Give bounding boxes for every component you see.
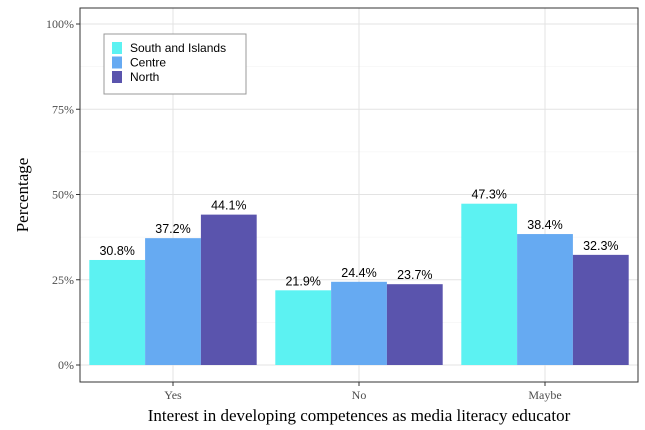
- bar: [89, 259, 146, 365]
- bar: [461, 203, 518, 365]
- bar: [275, 290, 332, 365]
- x-axis: Yes No Maybe: [164, 382, 562, 402]
- bar: [386, 284, 443, 365]
- bar: [331, 281, 387, 365]
- data-label: 24.4%: [341, 266, 376, 280]
- y-axis: 0% 25% 50% 75% 100%: [46, 17, 80, 372]
- y-tick-label: 25%: [52, 273, 74, 287]
- x-tick-label: Maybe: [528, 388, 561, 402]
- x-tick-label: Yes: [164, 388, 182, 402]
- y-axis-title: Percentage: [13, 158, 32, 233]
- legend-label: North: [130, 70, 159, 84]
- legend-label: Centre: [130, 56, 166, 70]
- data-label: 21.9%: [285, 274, 320, 288]
- x-axis-title: Interest in developing competences as me…: [148, 406, 571, 425]
- data-labels: 30.8% 21.9% 47.3% 37.2% 24.4% 38.4% 44.1% 23.7%…: [99, 188, 618, 289]
- bar: [200, 214, 257, 365]
- data-label: 37.2%: [155, 222, 190, 236]
- y-tick-label: 50%: [52, 188, 74, 202]
- data-label: 44.1%: [211, 199, 246, 213]
- data-label: 38.4%: [527, 218, 562, 232]
- bar: [145, 238, 201, 365]
- legend-swatch: [112, 56, 122, 69]
- y-tick-label: 75%: [52, 102, 74, 116]
- bars: [89, 203, 629, 365]
- bar: [517, 234, 573, 365]
- y-tick-label: 100%: [46, 17, 74, 31]
- legend-swatch: [112, 42, 122, 54]
- legend-box: [103, 33, 247, 95]
- data-label: 47.3%: [471, 188, 506, 202]
- legend-label: South and Islands: [130, 41, 226, 55]
- legend-swatch: [112, 71, 122, 83]
- bar: [572, 254, 629, 365]
- y-tick-label: 0%: [58, 358, 74, 372]
- data-label: 32.3%: [583, 239, 618, 253]
- data-label: 30.8%: [99, 244, 134, 258]
- data-label: 23.7%: [397, 268, 432, 282]
- x-tick-label: No: [352, 388, 367, 402]
